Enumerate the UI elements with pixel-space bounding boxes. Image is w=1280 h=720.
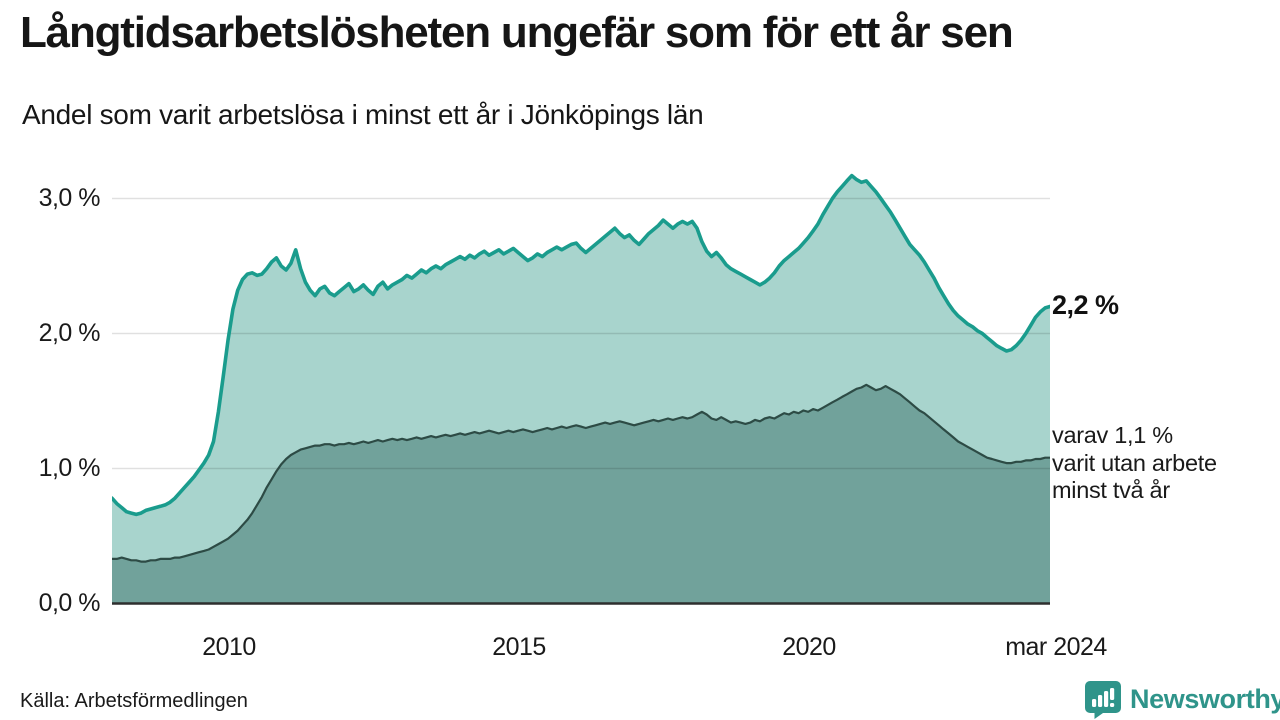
source-credit: Källa: Arbetsförmedlingen [20, 690, 248, 712]
annotation-line-1: varav 1,1 % [1052, 422, 1173, 448]
page-title: Långtidsarbetslösheten ungefär som för e… [20, 8, 1014, 57]
brand-name: Newsworthy [1130, 683, 1280, 714]
newsworthy-icon [1085, 681, 1121, 719]
x-axis-tick-mar-2024: mar 2024 [1005, 633, 1107, 661]
line-at-least-two-years [112, 383, 1050, 563]
annotation-line-3: minst två år [1052, 477, 1170, 503]
annotation-line-2: varit utan arbete [1052, 449, 1217, 476]
secondary-series-annotation: varav 1,1 % varit utan arbete minst två … [1052, 422, 1217, 505]
area-at-least-two-years [112, 384, 1050, 604]
page-subtitle: Andel som varit arbetslösa i minst ett å… [22, 99, 704, 130]
y-axis-tick-1: 1,0 % [38, 454, 101, 482]
y-axis-tick-2: 2,0 % [38, 319, 101, 347]
x-axis-tick-2020: 2020 [782, 633, 836, 661]
line-at-least-one-year [112, 173, 1050, 517]
area-chart [112, 173, 1050, 605]
y-axis-tick-3: 3,0 % [38, 184, 101, 212]
y-axis-tick-0: 0,0 % [38, 589, 101, 617]
x-axis-tick-2010: 2010 [202, 633, 256, 661]
brand-logo: Newsworthy [1085, 681, 1280, 719]
latest-value-label: 2,2 % [1052, 290, 1119, 320]
x-axis-tick-2015: 2015 [492, 633, 546, 661]
